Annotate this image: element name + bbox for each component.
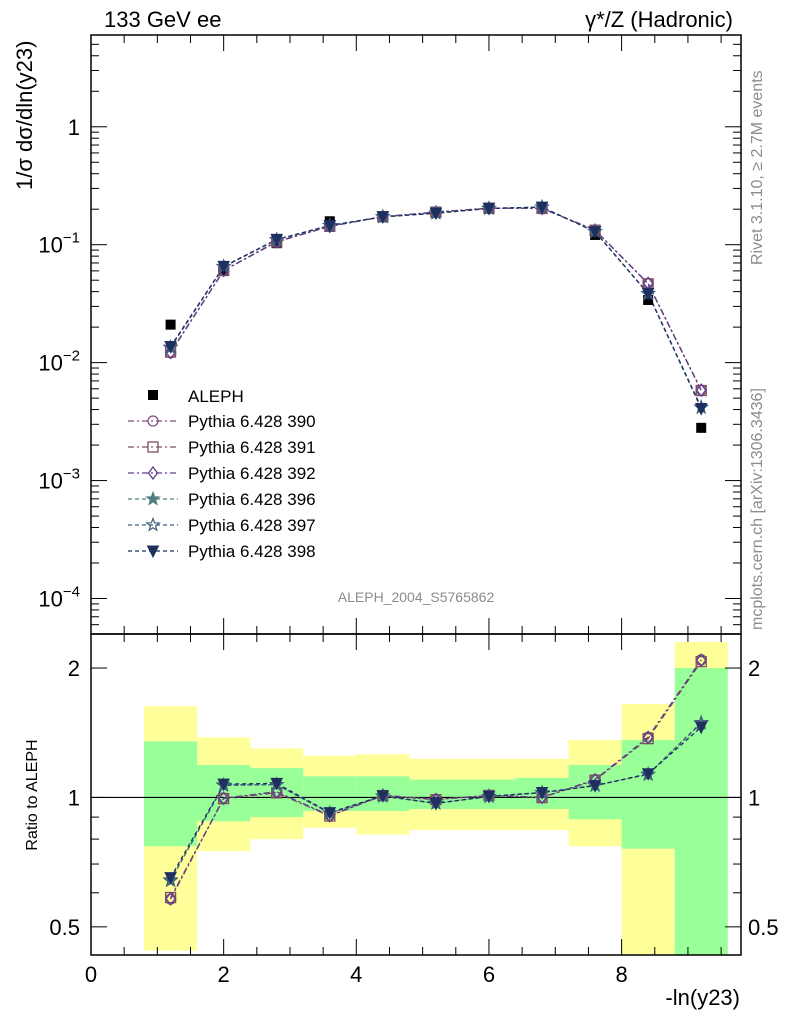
- legend-label-pythia-6-428-391: Pythia 6.428 391: [188, 438, 316, 457]
- ratio-point-pythia-6-428-398: [694, 721, 708, 735]
- x-tick-label: 2: [218, 962, 230, 987]
- ratio-point-pythia-6-428-392: [695, 653, 707, 668]
- point-pythia-6-428-398: [323, 219, 337, 233]
- x-axis-label: -ln(y23): [665, 985, 740, 1010]
- ratio-y-tick-label-left: 2: [68, 656, 80, 681]
- rivet-version-label: Rivet 3.1.10, ≥ 2.7M events: [749, 70, 766, 265]
- line-pythia-6-428-391: [170, 207, 702, 391]
- line-pythia-6-428-397: [170, 206, 702, 408]
- legend-marker-pythia-6-428-398: [146, 545, 160, 559]
- line-pythia-6-428-390: [170, 207, 702, 391]
- legend-marker-pythia-6-428-396: [145, 490, 161, 506]
- ratio-point-pythia-6-428-398: [482, 790, 496, 804]
- ratio-line-pythia-6-428-392: [170, 659, 702, 900]
- legend: ALEPH Pythia 6.428 390 Pythia 6.428 391 Pyt…: [128, 387, 316, 561]
- line-pythia-6-428-396: [170, 206, 702, 408]
- legend-label-pythia-6-428-392: Pythia 6.428 392: [188, 464, 316, 483]
- band-inner: [250, 768, 304, 818]
- ratio-y-tick-label-left: 0.5: [49, 915, 80, 940]
- point-pythia-6-428-398: [164, 341, 177, 354]
- line-pythia-6-428-392: [170, 207, 702, 391]
- analysis-id-label: ALEPH_2004_S5765862: [338, 589, 495, 605]
- main-series-lines: [170, 206, 702, 409]
- main-y-axis-label: 1/σ dσ/dln(y23): [12, 41, 37, 190]
- main-y-axis-label-text: 1/σ dσ/dln(y23): [12, 41, 37, 190]
- point-pythia-6-428-398: [376, 211, 390, 224]
- point-pythia-6-428-398: [429, 207, 443, 221]
- point-pythia-6-428-398: [535, 201, 549, 215]
- ratio-series-markers: [162, 653, 710, 906]
- band-inner: [621, 740, 675, 849]
- ratio-point-pythia-6-428-398: [376, 790, 390, 803]
- ratio-point-pythia-6-428-392: [165, 891, 176, 906]
- main-y-tick-label: 1: [68, 115, 80, 140]
- x-tick-label: 8: [615, 962, 627, 987]
- header-energy: 133 GeV ee: [104, 7, 221, 32]
- ratio-frame: [90, 633, 742, 956]
- main-axes: 10−4 10−3 10−2 10−1 1: [38, 34, 742, 635]
- legend-label-pythia-6-428-397: Pythia 6.428 397: [188, 516, 316, 535]
- ratio-point-pythia-6-428-398: [323, 807, 337, 820]
- ratio-point-pythia-6-428-398: [588, 780, 602, 793]
- ratio-point-pythia-6-428-392: [642, 730, 654, 745]
- main-y-tick-label: 10−1: [38, 230, 80, 258]
- ratio-y-tick-label-right: 1: [748, 785, 760, 810]
- ratio-y-tick-label-left: 1: [68, 785, 80, 810]
- ratio-y-tick-label-right: 0.5: [748, 915, 779, 940]
- header-process: γ*/Z (Hadronic): [585, 7, 733, 32]
- band-inner: [144, 741, 198, 847]
- legend-label-pythia-6-428-390: Pythia 6.428 390: [188, 412, 316, 431]
- point-pythia-6-428-398: [270, 233, 284, 247]
- legend-label-aleph: ALEPH: [188, 387, 244, 406]
- ratio-y-axis-label: Ratio to ALEPH: [24, 739, 41, 850]
- point-pythia-6-428-392: [695, 383, 707, 398]
- ratio-point-pythia-6-428-392: [218, 791, 229, 806]
- ratio-point-pythia-6-428-398: [535, 786, 549, 800]
- main-y-tick-label: 10−3: [38, 466, 80, 494]
- line-pythia-6-428-398: [170, 206, 702, 409]
- legend-marker-pythia-6-428-391: [147, 441, 159, 453]
- ratio-point-pythia-6-428-398: [164, 872, 177, 885]
- ratio-point-pythia-6-428-398: [429, 798, 443, 811]
- x-tick-label: 0: [85, 962, 97, 987]
- main-y-tick-label: 10−4: [38, 583, 80, 611]
- ratio-point-pythia-6-428-398: [270, 777, 284, 791]
- legend-marker-pythia-6-428-392: [147, 465, 159, 481]
- legend-label-pythia-6-428-396: Pythia 6.428 396: [188, 490, 316, 509]
- data-point-aleph: [696, 422, 707, 433]
- band-inner: [674, 668, 728, 955]
- x-tick-label: 4: [350, 962, 362, 987]
- ratio-point-pythia-6-428-398: [217, 778, 230, 792]
- data-point-aleph: [165, 319, 176, 330]
- legend-marker-pythia-6-428-397: [145, 516, 161, 532]
- ratio-y-tick-label-right: 2: [748, 656, 760, 681]
- ratio-point-pythia-6-428-398: [641, 768, 655, 781]
- mcplots-reference-label: mcplots.cern.ch [arXiv:1306.3436]: [749, 388, 766, 630]
- legend-marker-pythia-6-428-390: [147, 415, 159, 427]
- main-series-markers: [162, 198, 710, 433]
- point-pythia-6-428-398: [641, 287, 655, 301]
- legend-marker-aleph: [148, 390, 158, 400]
- x-tick-label: 6: [483, 962, 495, 987]
- point-pythia-6-428-398: [217, 260, 230, 274]
- point-pythia-6-428-398: [482, 202, 496, 216]
- point-pythia-6-428-398: [694, 403, 708, 416]
- ratio-axes: 0.5 0.5 1 1 2 2 0 2 4 6 8: [49, 633, 779, 987]
- main-y-tick-label: 10−2: [38, 348, 80, 376]
- legend-label-pythia-6-428-398: Pythia 6.428 398: [188, 542, 316, 561]
- point-pythia-6-428-398: [588, 226, 602, 239]
